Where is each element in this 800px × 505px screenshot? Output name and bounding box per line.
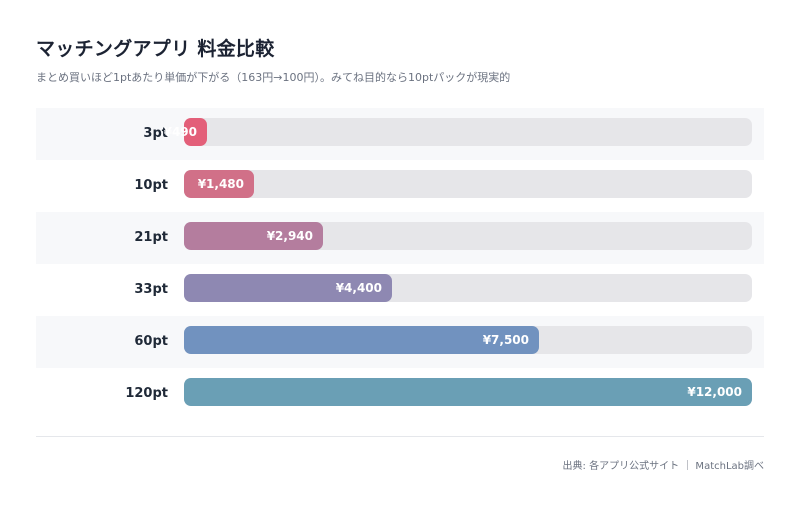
- bar: ¥1,480: [184, 170, 254, 198]
- bar-row: 120pt ¥12,000: [36, 368, 764, 420]
- bar-track: ¥490: [164, 118, 752, 146]
- bar-value-label: ¥490: [163, 125, 197, 139]
- chart-title: マッチングアプリ 料金比較: [36, 38, 275, 60]
- bar-value-label: ¥1,480: [197, 177, 244, 191]
- bar-value-label: ¥7,500: [482, 333, 529, 347]
- divider: [36, 436, 764, 437]
- bar-track: ¥12,000: [184, 378, 752, 406]
- bar: ¥4,400: [184, 274, 392, 302]
- bar-row: 60pt ¥7,500: [36, 316, 764, 368]
- category-label: 3pt: [143, 126, 168, 141]
- category-label: 120pt: [125, 386, 168, 401]
- bar-value-label: ¥4,400: [335, 281, 382, 295]
- category-label: 33pt: [134, 282, 168, 297]
- bar-track: ¥1,480: [184, 170, 752, 198]
- category-label: 10pt: [134, 178, 168, 193]
- category-label: 60pt: [134, 334, 168, 349]
- bar-row: 33pt ¥4,400: [36, 264, 764, 316]
- bar-track: ¥2,940: [184, 222, 752, 250]
- bar-value-label: ¥12,000: [687, 385, 742, 399]
- bar-value-label: ¥2,940: [266, 229, 313, 243]
- bar: ¥12,000: [184, 378, 752, 406]
- bar-row: 21pt ¥2,940: [36, 212, 764, 264]
- bar: ¥2,940: [184, 222, 323, 250]
- bar: ¥7,500: [184, 326, 539, 354]
- bar-row: 3pt ¥490: [36, 108, 764, 160]
- bar-chart: 3pt ¥490 10pt ¥1,480 21pt ¥2,940 33pt ¥4,400 60p…: [36, 108, 764, 420]
- category-label: 21pt: [134, 230, 168, 245]
- bar: ¥490: [164, 118, 207, 146]
- bar-row: 10pt ¥1,480: [36, 160, 764, 212]
- source-note: 出典: 各アプリ公式サイト ｜ MatchLab調べ: [562, 461, 764, 472]
- chart-subtitle: まとめ買いほど1ptあたり単価が下がる（163円→100円）。みてね目的なら10…: [36, 71, 511, 84]
- bar-track: ¥4,400: [184, 274, 752, 302]
- bar-track: ¥7,500: [184, 326, 752, 354]
